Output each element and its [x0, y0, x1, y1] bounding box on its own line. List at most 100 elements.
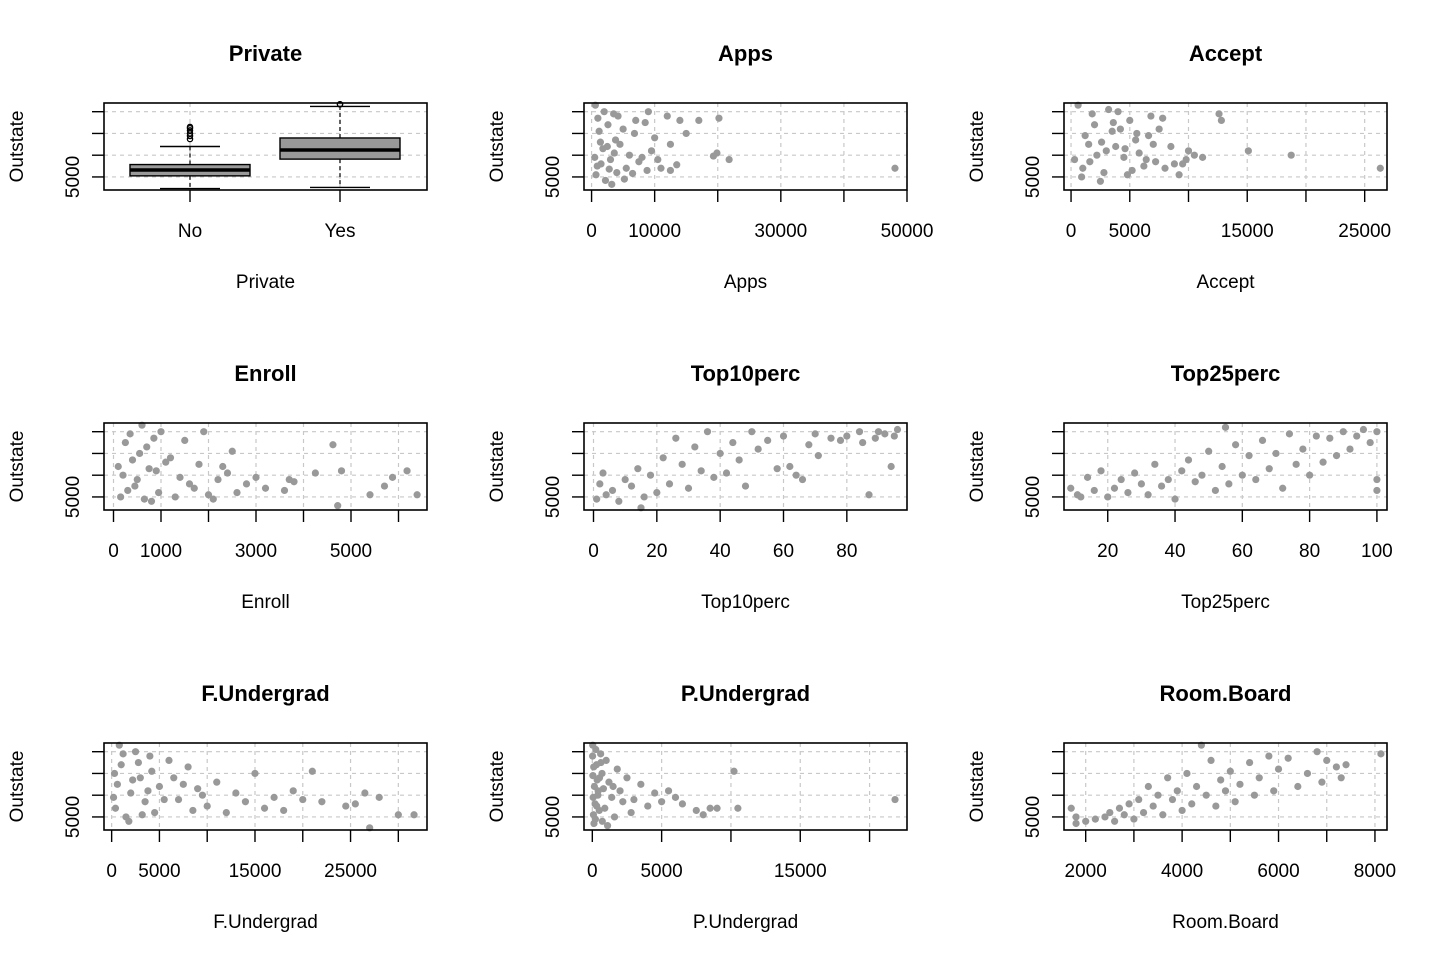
data-point — [597, 758, 605, 767]
data-point — [1184, 147, 1193, 155]
data-point — [594, 787, 602, 795]
data-point — [1318, 778, 1326, 786]
data-point — [632, 116, 640, 124]
data-point — [1346, 445, 1354, 453]
panel-title: F.Undergrad — [201, 681, 329, 706]
data-point — [1175, 171, 1183, 179]
data-point — [673, 161, 681, 169]
data-point — [311, 469, 319, 477]
data-point — [1217, 776, 1225, 784]
data-point — [611, 136, 620, 144]
data-point — [242, 480, 251, 488]
data-point — [189, 806, 197, 815]
data-point — [722, 469, 731, 477]
y-axis-label: Outstate — [7, 431, 28, 503]
x-axis-label: Accept — [1196, 272, 1255, 293]
data-point — [601, 176, 610, 185]
points-top10perc — [593, 425, 902, 512]
data-point — [621, 475, 629, 484]
data-point — [594, 114, 602, 122]
x-tick-label: 2000 — [1065, 861, 1107, 882]
data-point — [138, 811, 146, 819]
data-point — [646, 471, 655, 479]
data-point — [1155, 125, 1163, 133]
data-point — [223, 469, 232, 477]
data-point — [1116, 125, 1124, 133]
plot-frame — [583, 102, 908, 191]
box-yes — [279, 101, 401, 189]
data-point — [1152, 158, 1160, 166]
data-point — [131, 482, 139, 490]
data-point — [1377, 750, 1385, 758]
x-tick-label: 5000 — [640, 861, 682, 882]
data-point — [1221, 787, 1230, 795]
y-axis-label: Outstate — [967, 751, 988, 823]
panel-p-undergrad: 5000 0 5000 15000 P.Undergrad P.Undergrad Outs… — [487, 681, 908, 933]
data-point — [1171, 495, 1179, 503]
data-point — [375, 793, 383, 801]
data-point — [194, 785, 202, 793]
data-point — [602, 491, 610, 499]
data-point — [1205, 447, 1213, 455]
x-tick-label: 3000 — [235, 541, 277, 562]
data-point — [1110, 484, 1119, 492]
y-tick-label: 5000 — [1023, 796, 1044, 838]
data-point — [181, 436, 189, 444]
data-point — [1373, 486, 1381, 495]
data-point — [1096, 177, 1105, 185]
y-tick-label: 5000 — [63, 796, 84, 838]
data-point — [1125, 800, 1133, 808]
data-point — [1376, 164, 1384, 172]
data-point — [117, 761, 125, 769]
data-point — [697, 467, 705, 475]
data-point — [1144, 132, 1153, 140]
data-point — [703, 428, 712, 436]
plot-frame — [583, 742, 908, 831]
x-tick-label: 60 — [1232, 541, 1253, 562]
data-point — [691, 443, 699, 451]
data-point — [1164, 475, 1172, 484]
data-point — [109, 793, 118, 801]
x-axis-label: Private — [236, 272, 295, 293]
data-point — [764, 436, 772, 444]
data-point — [171, 493, 179, 501]
outlier-point — [186, 123, 194, 131]
x-tick-label: 50000 — [881, 221, 934, 242]
data-point — [843, 432, 851, 440]
data-point — [1238, 471, 1246, 479]
data-point — [1170, 160, 1179, 168]
data-point — [209, 495, 217, 503]
data-point — [625, 151, 634, 159]
data-point — [1111, 817, 1119, 825]
data-point — [1191, 478, 1199, 486]
data-point — [413, 491, 421, 499]
panel-title: Apps — [718, 41, 773, 66]
data-point — [1100, 169, 1108, 177]
data-point — [270, 793, 278, 801]
data-point — [1097, 138, 1106, 146]
data-point — [1218, 462, 1226, 471]
x-axis-label: Top25perc — [1181, 592, 1270, 613]
panel-title: Private — [229, 41, 302, 66]
data-point — [599, 145, 607, 153]
points-apps — [591, 101, 899, 188]
data-point — [160, 795, 168, 804]
outlier-point — [186, 127, 194, 134]
data-point — [1178, 467, 1186, 475]
data-point — [1120, 153, 1128, 161]
data-point — [827, 434, 835, 442]
data-point — [805, 441, 813, 449]
data-point — [366, 491, 374, 499]
data-point — [410, 811, 418, 819]
x-tick-label: 5000 — [1109, 221, 1151, 242]
panel-title: Enroll — [234, 361, 296, 386]
box-no — [129, 123, 251, 190]
y-axis-label: Outstate — [7, 111, 28, 183]
data-point — [388, 473, 397, 481]
data-point — [1332, 763, 1340, 771]
x-tick-label: 15000 — [229, 861, 282, 882]
data-point — [754, 445, 762, 453]
plot-frame — [103, 742, 428, 831]
data-point — [280, 486, 289, 495]
data-point — [623, 774, 631, 782]
